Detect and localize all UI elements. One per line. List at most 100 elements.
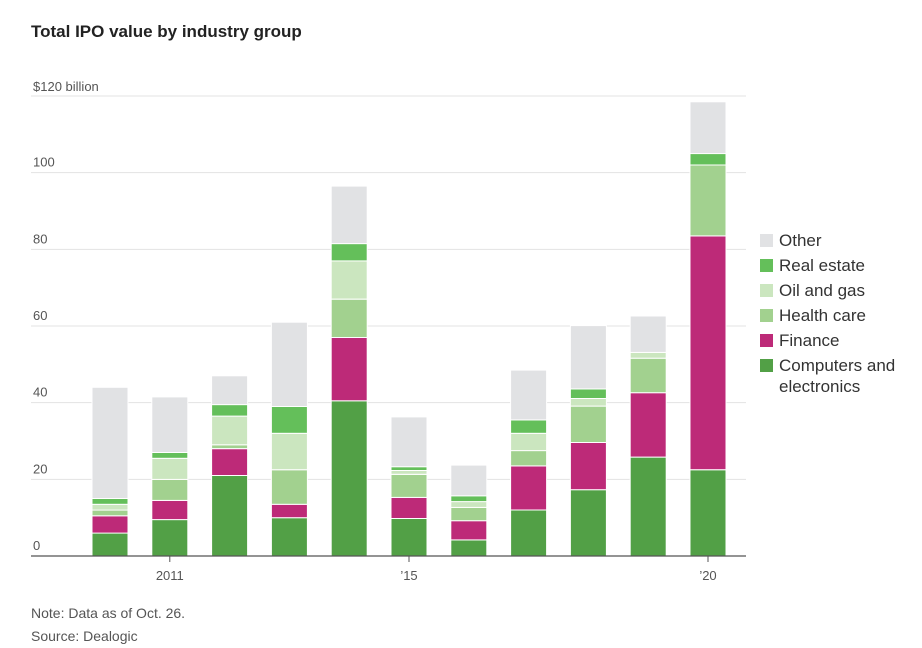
bar-2012-other bbox=[211, 375, 249, 406]
bar-2019-computers-and-electronics bbox=[629, 456, 667, 557]
bar-2017-oil-and-gas bbox=[510, 432, 548, 452]
bar-2018-oil-and-gas bbox=[569, 397, 607, 407]
bar-2017-finance bbox=[510, 465, 548, 511]
bar-2015-oil-and-gas bbox=[390, 470, 428, 475]
bar-2019-oil-and-gas bbox=[629, 351, 667, 359]
legend: Other Real estate Oil and gas Health care Fi… bbox=[760, 230, 922, 401]
bar-2016-computers-and-electronics bbox=[450, 539, 488, 557]
bar-2011-computers-and-electronics bbox=[151, 519, 189, 557]
legend-label: Real estate bbox=[779, 256, 865, 275]
legend-item-computers-and-electronics: Computers and electronics bbox=[760, 355, 922, 397]
bar-2017-health-care bbox=[510, 450, 548, 467]
bar-2010-real-estate bbox=[91, 498, 129, 505]
bar-2020-real-estate bbox=[689, 153, 727, 166]
legend-label: Health care bbox=[779, 306, 866, 325]
bar-2014-computers-and-electronics bbox=[330, 400, 368, 557]
legend-swatch bbox=[760, 334, 773, 347]
bar-2011-finance bbox=[151, 499, 189, 521]
legend-swatch bbox=[760, 309, 773, 322]
bar-2010-finance bbox=[91, 515, 129, 534]
legend-label: Other bbox=[779, 231, 822, 250]
bar-2018-health-care bbox=[569, 405, 607, 444]
x-tick-label-2015: ’15 bbox=[400, 568, 417, 583]
y-axis-unit-label: $120 billion bbox=[33, 79, 99, 94]
y-tick-label-20: 20 bbox=[33, 461, 47, 476]
legend-swatch bbox=[760, 259, 773, 272]
bar-2010-computers-and-electronics bbox=[91, 532, 129, 557]
bar-2017-real-estate bbox=[510, 419, 548, 434]
bar-2014-finance bbox=[330, 337, 368, 402]
legend-item-real-estate: Real estate bbox=[760, 255, 922, 276]
bar-2013-finance bbox=[270, 503, 308, 519]
legend-label: Computers and electronics bbox=[779, 356, 896, 396]
bar-2010-other bbox=[91, 386, 129, 499]
bar-2013-health-care bbox=[270, 469, 308, 505]
bar-2016-health-care bbox=[450, 506, 488, 522]
bar-2013-other bbox=[270, 321, 308, 408]
source-line: Source: Dealogic bbox=[31, 628, 138, 644]
gridlines bbox=[31, 95, 746, 480]
legend-item-oil-and-gas: Oil and gas bbox=[760, 280, 922, 301]
chart-title: Total IPO value by industry group bbox=[31, 22, 302, 41]
legend-item-health-care: Health care bbox=[760, 305, 922, 326]
bar-2011-oil-and-gas bbox=[151, 457, 189, 480]
bar-2017-computers-and-electronics bbox=[510, 509, 548, 557]
bar-2013-computers-and-electronics bbox=[270, 517, 308, 557]
bar-2014-oil-and-gas bbox=[330, 260, 368, 300]
bar-2018-finance bbox=[569, 442, 607, 491]
bar-2011-health-care bbox=[151, 478, 189, 501]
bar-2014-real-estate bbox=[330, 243, 368, 262]
bar-2018-computers-and-electronics bbox=[569, 489, 607, 557]
bar-2016-other bbox=[450, 464, 488, 497]
bar-2015-health-care bbox=[390, 473, 428, 498]
bar-2019-finance bbox=[629, 392, 667, 458]
x-tick-label-2011: 2011 bbox=[156, 568, 184, 583]
y-axis-ticks: 0 20 40 60 80 100 bbox=[33, 155, 55, 553]
bar-2017-other bbox=[510, 369, 548, 421]
legend-label: Oil and gas bbox=[779, 281, 865, 300]
bar-2015-finance bbox=[390, 496, 428, 519]
legend-item-finance: Finance bbox=[760, 330, 922, 351]
bar-2019-health-care bbox=[629, 357, 667, 394]
y-tick-label-80: 80 bbox=[33, 231, 47, 246]
legend-swatch bbox=[760, 359, 773, 372]
footnote: Note: Data as of Oct. 26. bbox=[31, 605, 186, 621]
bar-2018-real-estate bbox=[569, 388, 607, 399]
legend-item-other: Other bbox=[760, 230, 922, 251]
y-tick-label-100: 100 bbox=[33, 155, 55, 170]
bar-2019-other bbox=[629, 315, 667, 353]
bar-2010-oil-and-gas bbox=[91, 503, 129, 511]
bar-2020-finance bbox=[689, 235, 727, 471]
legend-swatch bbox=[760, 234, 773, 247]
bar-2016-real-estate bbox=[450, 495, 488, 503]
bar-2016-oil-and-gas bbox=[450, 501, 488, 508]
y-tick-label-0: 0 bbox=[33, 538, 40, 553]
bar-2020-health-care bbox=[689, 164, 727, 237]
legend-swatch bbox=[760, 284, 773, 297]
bar-2010-health-care bbox=[91, 509, 129, 517]
bar-2015-other bbox=[390, 416, 428, 468]
bar-2013-real-estate bbox=[270, 406, 308, 434]
legend-label: Finance bbox=[779, 331, 840, 350]
bar-2012-real-estate bbox=[211, 404, 249, 417]
x-tick-label-2020: ’20 bbox=[699, 568, 716, 583]
bar-2018-other bbox=[569, 325, 607, 390]
bars bbox=[91, 101, 727, 557]
y-tick-label-40: 40 bbox=[33, 385, 47, 400]
bar-2013-oil-and-gas bbox=[270, 432, 308, 471]
bar-2014-other bbox=[330, 185, 368, 245]
bar-2012-computers-and-electronics bbox=[211, 475, 249, 557]
bar-2011-other bbox=[151, 396, 189, 453]
bar-2012-finance bbox=[211, 448, 249, 477]
bar-2011-real-estate bbox=[151, 452, 189, 459]
bar-2015-computers-and-electronics bbox=[390, 517, 428, 557]
bar-2012-oil-and-gas bbox=[211, 415, 249, 446]
y-tick-label-60: 60 bbox=[33, 308, 47, 323]
bar-2012-health-care bbox=[211, 444, 249, 450]
bar-2016-finance bbox=[450, 520, 488, 541]
bar-2020-computers-and-electronics bbox=[689, 469, 727, 557]
bar-2014-health-care bbox=[330, 298, 368, 339]
bar-2015-real-estate bbox=[390, 466, 428, 472]
bar-2020-other bbox=[689, 101, 727, 155]
